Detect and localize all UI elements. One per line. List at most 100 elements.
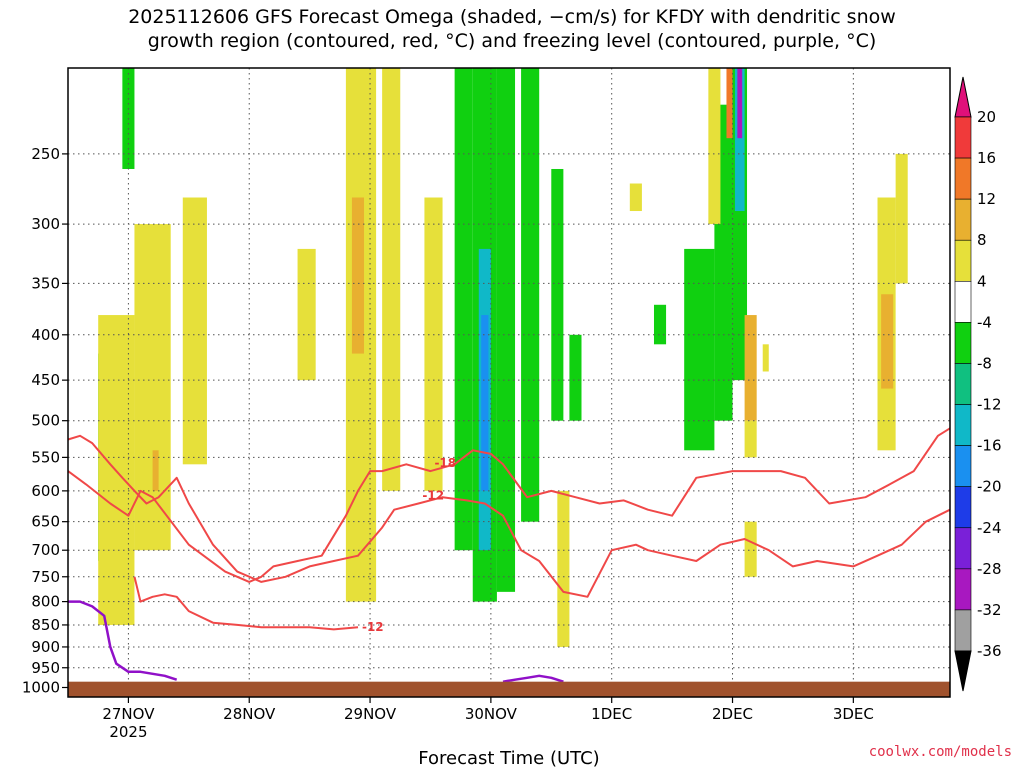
x-tick-label-4: 1DEC bbox=[591, 705, 632, 723]
omega-cell-29 bbox=[744, 315, 757, 421]
colorbar-band-7 bbox=[954, 404, 972, 446]
colorbar: 20 16 12 8 4 -4 -8 -12 -16 -20 -24 -28 -32 -36 bbox=[954, 76, 1002, 692]
omega-cell-6 bbox=[297, 248, 316, 381]
y-tick-label-700: 700 bbox=[31, 541, 60, 559]
colorbar-label-6: -8 bbox=[977, 354, 992, 372]
y-tick-label-900: 900 bbox=[31, 638, 60, 656]
y-tick-label-650: 650 bbox=[31, 513, 60, 531]
y-axis: 250 300 350 400 450 500 550 600 650 700 750 800 850 9… bbox=[22, 145, 68, 696]
colorbar-band-2 bbox=[954, 198, 972, 241]
dgz-contour-0 bbox=[67, 427, 951, 583]
omega-cell-24 bbox=[708, 68, 721, 225]
y-tick-label-500: 500 bbox=[31, 412, 60, 430]
x-axis-title: Forecast Time (UTC) bbox=[418, 748, 599, 768]
y-tick-label-350: 350 bbox=[31, 274, 60, 292]
colorbar-label-7: -12 bbox=[977, 396, 1002, 414]
omega-shading bbox=[98, 68, 908, 647]
omega-cell-34 bbox=[895, 153, 908, 284]
colorbar-band-8 bbox=[954, 445, 972, 487]
dgz-lower-contour-0 bbox=[133, 576, 359, 631]
omega-cell-31 bbox=[762, 344, 769, 372]
x-tick-label-5: 2DEC bbox=[712, 705, 753, 723]
y-tick-label-1000: 1000 bbox=[22, 678, 60, 696]
colorbar-label-8: -16 bbox=[977, 437, 1002, 455]
colorbar-band-3 bbox=[954, 239, 972, 282]
colorbar-label-2: 12 bbox=[977, 190, 996, 208]
y-tick-label-550: 550 bbox=[31, 448, 60, 466]
dgz-lower-label-0: -12 bbox=[362, 620, 384, 634]
y-tick-label-950: 950 bbox=[31, 659, 60, 677]
y-tick-label-300: 300 bbox=[31, 215, 60, 233]
colorbar-label-4: 4 bbox=[977, 272, 987, 290]
colorbar-band-11 bbox=[954, 568, 972, 611]
omega-cell-18 bbox=[557, 490, 570, 647]
ground-fill bbox=[68, 681, 950, 697]
colorbar-label-10: -24 bbox=[977, 519, 1002, 537]
omega-cell-22 bbox=[684, 248, 715, 451]
omega-cell-21 bbox=[653, 304, 667, 345]
y-tick-label-800: 800 bbox=[31, 593, 60, 611]
omega-cell-27 bbox=[737, 68, 743, 139]
colorbar-band-1 bbox=[954, 157, 972, 200]
omega-cell-15 bbox=[496, 68, 516, 592]
omega-cell-28 bbox=[726, 68, 733, 139]
colorbar-band-5 bbox=[954, 322, 972, 364]
omega-cell-11 bbox=[454, 68, 473, 551]
colorbar-label-12: -32 bbox=[977, 601, 1002, 619]
colorbar-band-10 bbox=[954, 527, 972, 570]
plot-frame bbox=[67, 67, 951, 698]
omega-cell-16 bbox=[521, 68, 540, 522]
omega-cell-17 bbox=[551, 168, 564, 421]
omega-cell-14 bbox=[481, 315, 489, 491]
x-tick-sublabel-0: 2025 bbox=[109, 723, 147, 741]
colorbar-band-6 bbox=[954, 363, 972, 405]
colorbar-label-3: 8 bbox=[977, 231, 987, 249]
colorbar-band-4 bbox=[954, 281, 972, 323]
colorbar-label-1: 16 bbox=[977, 149, 996, 167]
omega-cell-20 bbox=[629, 183, 642, 212]
ground bbox=[68, 681, 950, 697]
y-tick-label-750: 750 bbox=[31, 568, 60, 586]
colorbar-top-arrow bbox=[954, 76, 972, 118]
omega-cell-4 bbox=[182, 197, 207, 465]
y-tick-label-400: 400 bbox=[31, 326, 60, 344]
x-tick-label-2: 29NOV bbox=[344, 705, 397, 723]
y-tick-label-250: 250 bbox=[31, 145, 60, 163]
omega-cell-32 bbox=[744, 521, 757, 577]
omega-cell-10 bbox=[424, 197, 443, 491]
colorbar-label-9: -20 bbox=[977, 478, 1002, 496]
omega-cell-8 bbox=[382, 68, 401, 491]
colorbar-label-13: -36 bbox=[977, 642, 1002, 660]
omega-cell-9 bbox=[351, 197, 365, 354]
omega-cell-19 bbox=[569, 334, 582, 421]
colorbar-band-9 bbox=[954, 486, 972, 529]
contours: -18 -12 -12 bbox=[67, 427, 951, 683]
y-tick-label-600: 600 bbox=[31, 482, 60, 500]
dgz-contour-label-0: -18 bbox=[434, 456, 456, 470]
omega-cell-30 bbox=[744, 420, 757, 458]
x-tick-label-3: 30NOV bbox=[465, 705, 518, 723]
y-tick-label-450: 450 bbox=[31, 371, 60, 389]
freezing-level-0 bbox=[68, 600, 178, 681]
colorbar-label-11: -28 bbox=[977, 560, 1002, 578]
x-tick-label-0: 27NOV bbox=[102, 705, 155, 723]
chart-title-line1: 2025112606 GFS Forecast Omega (shaded, −… bbox=[128, 6, 896, 28]
x-tick-label-6: 3DEC bbox=[833, 705, 874, 723]
dgz-contour-1 bbox=[67, 434, 951, 598]
colorbar-bottom-arrow bbox=[954, 650, 972, 692]
colorbar-band-12 bbox=[954, 609, 972, 652]
y-tick-label-850: 850 bbox=[31, 616, 60, 634]
colorbar-band-0 bbox=[954, 116, 972, 159]
omega-cell-35 bbox=[881, 294, 894, 389]
x-tick-label-1: 28NOV bbox=[223, 705, 276, 723]
omega-cell-5 bbox=[152, 450, 159, 491]
credit-link[interactable]: coolwx.com/models bbox=[868, 744, 1012, 760]
dgz-contour-label-1: -12 bbox=[422, 488, 444, 502]
colorbar-label-0: 20 bbox=[977, 108, 996, 126]
colorbar-label-5: -4 bbox=[977, 313, 992, 331]
freezing-level-1 bbox=[502, 674, 564, 683]
omega-cell-26 bbox=[734, 68, 745, 212]
chart-title-line2: growth region (contoured, red, °C) and f… bbox=[147, 30, 877, 52]
